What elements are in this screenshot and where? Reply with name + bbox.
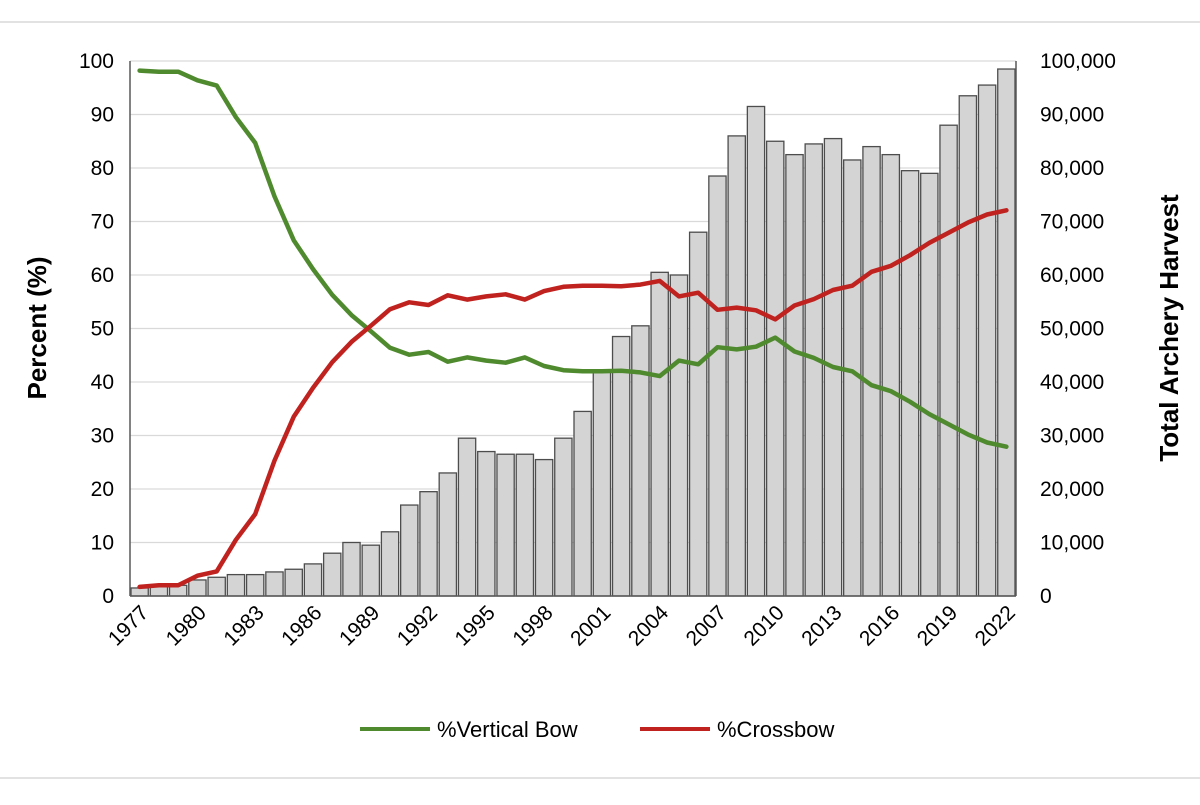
harvest-bar bbox=[611, 335, 631, 597]
harvest-bar bbox=[342, 541, 361, 597]
harvest-bar bbox=[997, 68, 1016, 597]
y-tick-label-left: 10 bbox=[91, 532, 114, 555]
x-tick-label: 1980 bbox=[162, 601, 211, 650]
y-tick-label-left: 90 bbox=[91, 104, 114, 127]
harvest-bar bbox=[727, 135, 746, 597]
harvest-bar bbox=[457, 437, 477, 597]
vertical-bow-line bbox=[137, 68, 1009, 449]
harvest-bar bbox=[303, 563, 323, 597]
legend-label-vertical-bow: %Vertical Bow bbox=[437, 717, 578, 742]
harvest-bar bbox=[207, 576, 226, 597]
x-tick-label: 2013 bbox=[797, 601, 846, 650]
y-tick-label-left: 100 bbox=[79, 50, 114, 73]
harvest-bar bbox=[380, 531, 400, 597]
x-tick-label: 1992 bbox=[393, 601, 442, 650]
harvest-bars bbox=[130, 68, 1016, 597]
y-tick-label-right: 90,000 bbox=[1040, 104, 1104, 127]
y-axis-left-label: Percent (%) bbox=[22, 256, 52, 399]
harvest-bar bbox=[631, 325, 650, 597]
harvest-bar bbox=[939, 124, 958, 597]
legend: %Vertical Bow %Crossbow bbox=[360, 717, 834, 742]
x-tick-label: 1983 bbox=[219, 601, 268, 650]
harvest-bar bbox=[554, 437, 573, 597]
harvest-bar bbox=[881, 153, 901, 597]
harvest-bar bbox=[226, 573, 246, 597]
harvest-bar bbox=[900, 170, 920, 597]
harvest-bar bbox=[534, 458, 554, 597]
x-tick-label: 2022 bbox=[971, 601, 1020, 650]
harvest-bar bbox=[361, 544, 381, 597]
y-tick-label-left: 50 bbox=[91, 318, 114, 341]
y-tick-label-right: 50,000 bbox=[1040, 318, 1104, 341]
y-tick-label-right: 60,000 bbox=[1040, 264, 1104, 287]
legend-label-crossbow: %Crossbow bbox=[717, 717, 834, 742]
harvest-bar bbox=[669, 274, 689, 597]
harvest-bar bbox=[746, 105, 766, 597]
y-tick-label-right: 0 bbox=[1040, 585, 1052, 608]
harvest-bar bbox=[708, 175, 727, 597]
harvest-bar bbox=[265, 571, 284, 597]
y-tick-label-right: 40,000 bbox=[1040, 371, 1104, 394]
series-lines bbox=[137, 68, 1009, 590]
y-tick-label-right: 20,000 bbox=[1040, 478, 1104, 501]
x-tick-label: 1986 bbox=[277, 601, 326, 650]
harvest-bar bbox=[688, 231, 708, 597]
y-tick-label-right: 100,000 bbox=[1040, 50, 1116, 73]
harvest-bar bbox=[496, 453, 515, 597]
y-tick-label-right: 30,000 bbox=[1040, 425, 1104, 448]
harvest-bar bbox=[592, 370, 612, 597]
harvest-bar bbox=[650, 271, 669, 597]
harvest-bar bbox=[130, 587, 149, 597]
x-tick-label: 2010 bbox=[739, 601, 788, 650]
y-tick-label-left: 0 bbox=[102, 585, 114, 608]
harvest-bar bbox=[284, 568, 303, 597]
tick-labels: 0 10 20 30 40 50 60 70 80 90 100 0 10,000 20,000 30,00… bbox=[79, 50, 1116, 651]
harvest-bar bbox=[515, 453, 535, 597]
x-tick-label: 2016 bbox=[855, 601, 904, 650]
x-tick-label: 2007 bbox=[682, 601, 731, 650]
harvest-bar bbox=[400, 504, 419, 597]
y-tick-label-left: 70 bbox=[91, 211, 114, 234]
x-tick-label: 1977 bbox=[104, 601, 153, 650]
harvest-bar bbox=[573, 410, 592, 597]
crossbow-line bbox=[137, 208, 1009, 590]
x-tick-label: 1995 bbox=[451, 601, 500, 650]
y-tick-label-right: 70,000 bbox=[1040, 211, 1104, 234]
harvest-bar bbox=[438, 472, 458, 597]
harvest-bar bbox=[477, 450, 496, 597]
axes bbox=[129, 61, 1017, 597]
y-tick-label-right: 10,000 bbox=[1040, 532, 1104, 555]
harvest-bar bbox=[920, 172, 939, 597]
y-tick-label-left: 60 bbox=[91, 264, 114, 287]
x-tick-label: 1998 bbox=[508, 601, 557, 650]
x-tick-label: 2001 bbox=[566, 601, 615, 650]
harvest-bar bbox=[785, 153, 804, 597]
y-tick-label-left: 30 bbox=[91, 425, 114, 448]
harvest-bar bbox=[862, 145, 881, 597]
y-tick-label-left: 80 bbox=[91, 157, 114, 180]
harvest-bar bbox=[958, 95, 978, 597]
harvest-bar bbox=[245, 573, 265, 597]
harvest-bar bbox=[322, 552, 342, 597]
y-tick-label-right: 80,000 bbox=[1040, 157, 1104, 180]
harvest-bar bbox=[804, 143, 824, 597]
harvest-bar bbox=[188, 579, 207, 597]
harvest-bar bbox=[977, 84, 997, 597]
x-tick-label: 2019 bbox=[913, 601, 962, 650]
harvest-bar bbox=[765, 140, 785, 597]
harvest-bar bbox=[419, 491, 438, 597]
x-tick-label: 2004 bbox=[624, 601, 674, 651]
y-tick-label-left: 40 bbox=[91, 371, 114, 394]
x-tick-label: 1989 bbox=[335, 601, 384, 650]
y-tick-label-left: 20 bbox=[91, 478, 114, 501]
y-axis-right-label: Total Archery Harvest bbox=[1154, 194, 1184, 462]
